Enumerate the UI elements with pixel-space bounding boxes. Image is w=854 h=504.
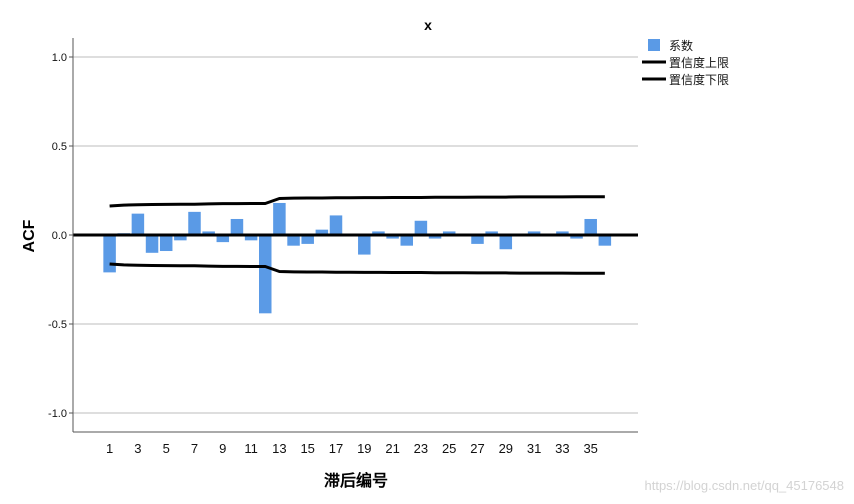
legend-label-lower: 置信度下限: [669, 72, 729, 87]
acf-bar: [584, 218, 597, 235]
x-axis-title: 滞后编号: [324, 471, 388, 490]
x-tick-label: 15: [300, 441, 314, 456]
acf-bar: [527, 231, 541, 235]
acf-bar: [188, 211, 201, 235]
y-tick-label: -0.5: [48, 319, 67, 331]
x-tick-label: 31: [527, 441, 541, 456]
confidence-bounds: [109, 195, 605, 275]
acf-bar: [499, 235, 513, 250]
acf-bar: [103, 235, 116, 273]
acf-bar: [556, 231, 569, 235]
y-tick-label: 1.0: [52, 52, 67, 64]
x-axis-ticks: 1 3 5 7 9 11 13 15 17 19 21 23 25 27 29 31 33 35: [106, 441, 598, 456]
acf-bar: [372, 231, 385, 235]
x-tick-label: 13: [272, 441, 286, 456]
acf-bar: [315, 229, 329, 235]
x-tick-label: 33: [555, 441, 569, 456]
acf-bar: [329, 215, 343, 235]
x-tick-label: 25: [442, 441, 456, 456]
lower-confidence-line: [109, 262, 605, 275]
y-tick-label: 0.5: [52, 141, 67, 153]
acf-bar: [358, 235, 371, 255]
legend-label-coefficient: 系数: [669, 38, 693, 53]
x-tick-label: 29: [499, 441, 513, 456]
acf-bar: [485, 231, 498, 235]
legend-label-upper: 置信度上限: [669, 55, 729, 70]
acf-bar: [287, 235, 300, 246]
x-tick-label: 7: [191, 441, 198, 456]
acf-bar: [301, 235, 314, 244]
acf-bar: [428, 235, 442, 239]
watermark-text: https://blog.csdn.net/qq_45176548: [645, 478, 845, 493]
acf-bar: [202, 231, 215, 235]
bar-series: [103, 202, 612, 314]
acf-bar: [230, 218, 244, 235]
acf-bar: [145, 235, 159, 253]
acf-bar: [131, 213, 145, 235]
x-tick-label: 19: [357, 441, 371, 456]
x-tick-label: 3: [134, 441, 141, 456]
x-tick-label: 35: [583, 441, 597, 456]
legend-swatch-coefficient: [648, 39, 660, 51]
x-tick-label: 21: [385, 441, 399, 456]
acf-bar: [570, 235, 583, 239]
acf-bar: [471, 235, 484, 244]
y-tick-label: -1.0: [48, 408, 67, 420]
acf-bar: [598, 235, 612, 246]
x-tick-label: 1: [106, 441, 113, 456]
y-axis-ticks: 1.0 0.5 0.0 -0.5 -1.0: [48, 52, 73, 420]
acf-bar: [414, 220, 428, 235]
acf-bar: [259, 235, 272, 314]
upper-confidence-line: [109, 195, 605, 208]
acf-bar: [159, 235, 173, 252]
acf-bar: [174, 235, 187, 241]
acf-bar: [244, 235, 258, 241]
x-tick-label: 11: [244, 441, 258, 456]
x-tick-label: 27: [470, 441, 484, 456]
acf-bar: [273, 202, 286, 235]
gridlines: [73, 56, 638, 414]
acf-bar: [400, 235, 413, 246]
y-axis-title: ACF: [21, 219, 38, 252]
legend: 系数 置信度上限 置信度下限: [642, 38, 729, 87]
acf-bar: [216, 235, 230, 243]
y-tick-label: 0.0: [52, 230, 67, 242]
chart-title: x: [424, 17, 432, 33]
x-tick-label: 5: [163, 441, 170, 456]
acf-bar: [442, 231, 456, 235]
x-tick-label: 9: [219, 441, 226, 456]
x-tick-label: 23: [414, 441, 428, 456]
x-tick-label: 17: [329, 441, 343, 456]
acf-bar: [386, 235, 399, 239]
